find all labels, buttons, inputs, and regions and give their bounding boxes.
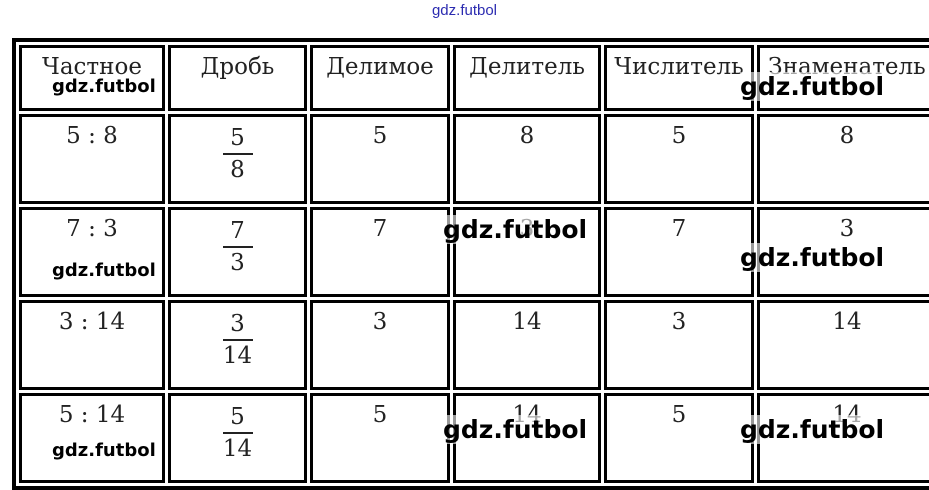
watermark: gdz.futbol: [52, 76, 156, 97]
fraction-bar: [222, 339, 253, 341]
fraction-bar: [222, 153, 253, 155]
numerator: 5: [230, 404, 245, 430]
header-cell: Числитель: [604, 45, 754, 111]
divisor-cell: 8: [453, 114, 601, 204]
numerator-cell: 3: [604, 300, 754, 390]
row: 3 : 14 3 14 3 14 3 14: [19, 300, 929, 390]
fraction: 5 14: [222, 402, 253, 464]
denominator-cell: 14: [757, 300, 929, 390]
numerator: 7: [230, 218, 245, 244]
denominator-cell: 8: [757, 114, 929, 204]
fraction-cell: 5 14: [168, 393, 307, 483]
watermark: gdz.futbol: [52, 440, 156, 461]
denominator: 8: [230, 157, 245, 183]
quotient-cell: 3 : 14: [19, 300, 165, 390]
watermark: gdz.futbol: [443, 415, 588, 444]
dividend-cell: 3: [310, 300, 450, 390]
numerator-cell: 7: [604, 207, 754, 297]
watermark: gdz.futbol: [443, 215, 588, 244]
header-cell: Частное: [19, 45, 165, 111]
header-cell: Делимое: [310, 45, 450, 111]
watermark: gdz.futbol: [431, 2, 498, 19]
header-cell: Дробь: [168, 45, 307, 111]
fraction-bar: [222, 246, 253, 248]
dividend-cell: 5: [310, 393, 450, 483]
denominator: 3: [230, 250, 245, 276]
denominator: 14: [222, 436, 253, 462]
dividend-cell: 5: [310, 114, 450, 204]
quotient-cell: 5 : 14: [19, 393, 165, 483]
divisor-cell: 14: [453, 300, 601, 390]
fraction-bar: [222, 432, 253, 434]
fraction-cell: 3 14: [168, 300, 307, 390]
watermark: gdz.futbol: [52, 260, 156, 281]
denominator: 14: [222, 343, 253, 369]
fraction: 3 14: [222, 309, 253, 371]
numerator: 3: [230, 311, 245, 337]
watermark: gdz.futbol: [740, 72, 885, 101]
header-row: Частное Дробь Делимое Делитель Числитель Знам…: [19, 45, 929, 111]
dividend-cell: 7: [310, 207, 450, 297]
quotient-cell: 7 : 3: [19, 207, 165, 297]
quotient-cell: 5 : 8: [19, 114, 165, 204]
numerator: 5: [230, 125, 245, 151]
watermark: gdz.futbol: [740, 243, 885, 272]
numerator-cell: 5: [604, 114, 754, 204]
header-cell: Делитель: [453, 45, 601, 111]
row: 7 : 3737373: [19, 207, 929, 297]
numerator-cell: 5: [604, 393, 754, 483]
watermark: gdz.futbol: [740, 415, 885, 444]
